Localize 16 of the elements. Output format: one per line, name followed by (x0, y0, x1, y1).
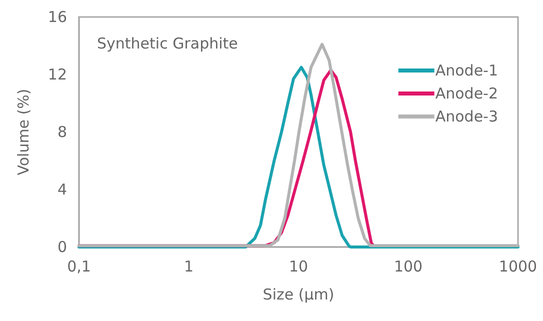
x-tick-label: 10 (288, 258, 308, 276)
x-tick-label: 1 (184, 258, 194, 276)
x-tick-label: 0,1 (67, 258, 91, 276)
y-tick-label: 0 (57, 238, 67, 256)
annotation: Synthetic Graphite (97, 34, 238, 52)
legend-label: Anode-2 (435, 84, 498, 102)
legend-label: Anode-3 (435, 108, 498, 126)
y-tick-label: 8 (57, 123, 67, 141)
x-tick-label: 1000 (498, 258, 538, 276)
y-tick-label: 4 (57, 180, 67, 198)
x-axis-title: Size (μm) (262, 286, 334, 304)
x-tick-label: 100 (394, 258, 423, 276)
y-tick-label: 16 (48, 8, 67, 26)
legend-label: Anode-1 (435, 62, 498, 80)
y-tick-label: 12 (48, 66, 67, 84)
y-axis-title: Volume (%) (14, 88, 32, 176)
